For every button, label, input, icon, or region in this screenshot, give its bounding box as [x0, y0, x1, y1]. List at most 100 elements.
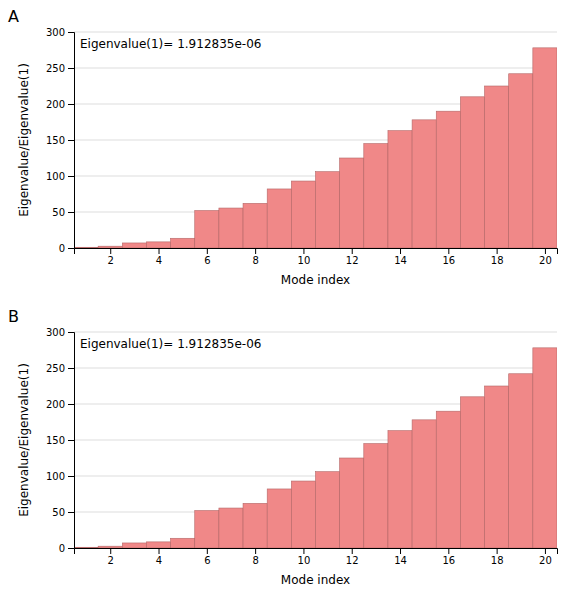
- axis-line: [68, 33, 75, 249]
- tick-mark: [68, 332, 74, 333]
- tick-label: 0: [59, 243, 65, 254]
- tick-mark: [159, 548, 160, 554]
- tick-mark: [207, 248, 208, 254]
- bar: [122, 543, 146, 548]
- y-axis-title: Eigenvalue/Eigenvalue(1): [17, 63, 31, 217]
- tick: 16: [442, 548, 455, 566]
- tick-mark: [400, 548, 401, 554]
- tick-label: 4: [156, 555, 162, 566]
- panel-label: A: [8, 7, 19, 26]
- tick: 2: [108, 548, 114, 566]
- tick-label: 2: [108, 555, 114, 566]
- tick-mark: [303, 248, 304, 254]
- tick-label: 20: [539, 555, 552, 566]
- tick: 0: [59, 243, 74, 254]
- tick-mark: [68, 512, 74, 513]
- tick-label: 18: [491, 555, 504, 566]
- tick-label: 150: [46, 435, 65, 446]
- bar: [412, 420, 436, 548]
- tick: 10: [298, 248, 311, 266]
- bar: [460, 397, 484, 548]
- tick-label: 6: [204, 555, 210, 566]
- bar: [533, 348, 557, 548]
- tick: 50: [52, 507, 74, 518]
- tick-label: 200: [46, 399, 65, 410]
- panel-label: B: [8, 307, 19, 326]
- bar: [340, 158, 364, 248]
- bar: [388, 131, 412, 248]
- tick: 14: [394, 248, 407, 266]
- tick-mark: [68, 104, 74, 105]
- tick-mark: [68, 212, 74, 213]
- bar: [195, 211, 219, 248]
- tick-mark: [68, 176, 74, 177]
- bars: [74, 48, 557, 248]
- tick: 6: [204, 248, 210, 266]
- x-axis-title: Mode index: [281, 273, 350, 287]
- x-axis: 2 4 6 8 10 12 14 16 18 20: [75, 548, 558, 566]
- tick: 12: [346, 548, 359, 566]
- tick-label: 10: [298, 255, 311, 266]
- tick-mark: [68, 68, 74, 69]
- bar: [412, 120, 436, 248]
- tick-mark: [68, 440, 74, 441]
- tick-mark: [400, 248, 401, 254]
- bar: [219, 208, 243, 248]
- y-axis-title: Eigenvalue/Eigenvalue(1): [17, 363, 31, 517]
- tick-mark: [352, 548, 353, 554]
- bar: [388, 431, 412, 548]
- panel: 2468101214161820050100150200250300Mode i…: [8, 307, 558, 587]
- bar: [485, 86, 509, 248]
- x-axis: 2468101214161820: [75, 248, 558, 266]
- tick: 12: [346, 248, 359, 266]
- bar: [98, 546, 122, 548]
- tick-label: 100: [46, 171, 65, 182]
- bar: [364, 144, 388, 248]
- tick-label: 18: [491, 255, 504, 266]
- tick-label: 10: [298, 555, 311, 566]
- grid-line: [74, 68, 557, 69]
- bar: [219, 508, 243, 548]
- tick: 100: [46, 171, 74, 182]
- bar: [460, 97, 484, 248]
- panel: 2468101214161820050100150200250300Mode i…: [8, 7, 558, 287]
- tick-mark: [159, 248, 160, 254]
- tick: 14: [394, 548, 407, 566]
- tick-mark: [497, 248, 498, 254]
- tick: 300: [46, 27, 74, 38]
- tick: 8: [252, 548, 258, 566]
- tick-label: 50: [52, 507, 65, 518]
- bar: [122, 243, 146, 248]
- bar: [436, 411, 460, 548]
- tick-label: 50: [52, 207, 65, 218]
- tick-label: 2: [108, 255, 114, 266]
- tick: 150: [46, 435, 74, 446]
- bar: [316, 172, 340, 248]
- tick-label: 20: [539, 255, 552, 266]
- tick: 200: [46, 399, 74, 410]
- tick-label: 12: [346, 255, 359, 266]
- tick-mark: [255, 548, 256, 554]
- grid-line: [74, 332, 557, 333]
- bar: [340, 458, 364, 548]
- x-axis-title: Mode index: [281, 573, 350, 587]
- bar: [509, 374, 533, 548]
- bar: [74, 247, 98, 248]
- tick: 20: [539, 248, 552, 266]
- tick: 4: [156, 548, 162, 566]
- bar: [171, 238, 195, 248]
- tick-label: 150: [46, 135, 65, 146]
- bar: [267, 489, 291, 548]
- bar: [291, 181, 315, 248]
- tick: 16: [442, 248, 455, 266]
- grid: [74, 332, 557, 548]
- bar: [291, 481, 315, 548]
- tick-mark: [68, 32, 74, 33]
- tick-label: 12: [346, 555, 359, 566]
- tick-mark: [545, 248, 546, 254]
- tick: 18: [491, 548, 504, 566]
- grid-line: [74, 368, 557, 369]
- tick: 50: [52, 207, 74, 218]
- tick-label: 8: [252, 255, 258, 266]
- bar: [533, 48, 557, 248]
